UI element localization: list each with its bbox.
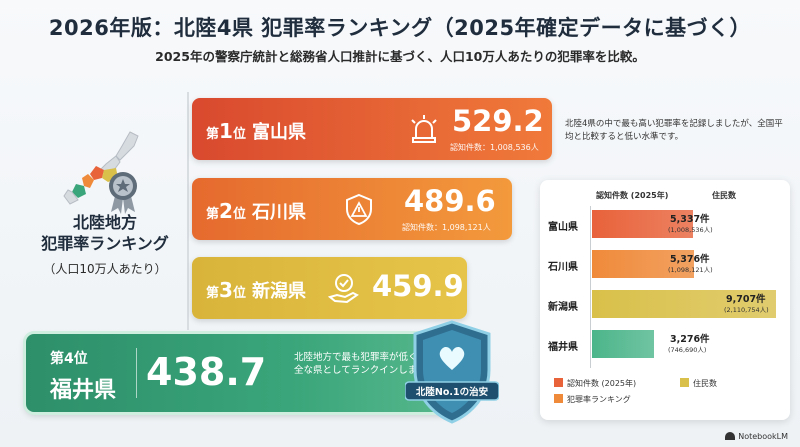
page-title: 2026年版：北陸4県 犯罪率ランキング（2025年確定データに基づく） <box>48 16 752 40</box>
rank-label: 第4位 <box>50 351 88 367</box>
population-value: (1,098,121人) <box>668 266 713 274</box>
recognized-count: 認知件数：1,008,536人 <box>450 143 539 152</box>
chart-header-population: 住民数 <box>712 191 736 200</box>
safety-badge-icon: 北陸No.1の治安 <box>405 320 499 424</box>
crime-rate-value: 489.6 <box>404 184 496 218</box>
count-value: 3,276件 <box>670 334 710 345</box>
hand-check-icon <box>327 274 359 304</box>
rank-label: 第3位 新潟県 <box>206 278 306 302</box>
chart-axis <box>590 206 591 368</box>
side-title: 北陸地方 犯罪率ランキング <box>20 212 190 254</box>
prefecture-name: 福井県 <box>50 378 117 403</box>
card-divider <box>136 348 137 398</box>
crime-rate-value: 529.2 <box>452 104 544 138</box>
rank-bar-3: 第3位 新潟県 459.9 <box>192 257 467 319</box>
hokuriku-map-icon <box>63 131 139 205</box>
legend-swatch <box>554 378 563 387</box>
legend-swatch <box>680 378 689 387</box>
count-bar <box>592 250 694 278</box>
brand-icon <box>725 432 736 440</box>
brand-logo: NotebookLM <box>725 432 788 441</box>
rank-card-4: 第4位 福井県 438.7 北陸地方で最も犯罪率が低く、最も安全な県としてランク… <box>26 334 466 412</box>
rank-label: 第2位 石川県 <box>206 199 306 223</box>
fourth-description: 北陸地方で最も犯罪率が低く、最も安全な県としてランクインしました。 <box>294 352 456 376</box>
legend-item: 犯罪率ランキング <box>554 394 631 405</box>
crime-rate-value: 459.9 <box>372 269 464 303</box>
count-bar <box>592 210 693 238</box>
warning-shield-icon <box>346 193 372 226</box>
row-label: 富山県 <box>548 222 578 233</box>
recognized-count: 認知件数：1,098,121人 <box>402 223 491 232</box>
siren-icon <box>411 115 437 143</box>
prefecture-name: 富山県 <box>251 122 306 143</box>
side-title-line1: 北陸地方 <box>72 213 137 232</box>
count-value: 5,337件 <box>670 214 710 225</box>
divider-line <box>187 92 189 330</box>
row-label: 新潟県 <box>548 302 578 313</box>
row-label: 福井県 <box>548 342 578 353</box>
legend-item: 認知件数 (2025年) <box>554 378 636 389</box>
chart-header-count: 認知件数 (2025年) <box>596 191 669 200</box>
top-rank-note: 北陸4県の中で最も高い犯罪率を記録しましたが、全国平均と比較すると低い水準です。 <box>565 119 783 142</box>
badge-text: 北陸No.1の治安 <box>416 386 489 398</box>
rank-bar-2: 第2位 石川県 489.6 認知件数：1,098,121人 <box>192 178 512 240</box>
count-value: 5,376件 <box>670 254 710 265</box>
population-value: (746,690人) <box>668 346 707 354</box>
count-bar <box>592 330 654 358</box>
page-subtitle: 2025年の警察庁統計と総務省人口推計に基づく、人口10万人あたりの犯罪率を比較… <box>155 49 645 64</box>
population-value: (1,008,536人) <box>668 226 713 234</box>
row-label: 石川県 <box>548 262 578 273</box>
side-note: （人口10万人あたり） <box>43 262 167 276</box>
rank-bar-1: 第1位 富山県 529.2 認知件数：1,008,536人 <box>192 98 552 160</box>
count-bar <box>592 290 776 318</box>
legend-swatch <box>554 394 563 403</box>
population-value: (2,110,754人) <box>724 306 769 314</box>
side-title-line2: 犯罪率ランキング <box>41 234 169 253</box>
prefecture-name: 石川県 <box>251 202 306 223</box>
medal-icon <box>109 172 137 214</box>
legend-item: 住民数 <box>680 378 717 389</box>
rank-label: 第1位 富山県 <box>206 119 306 143</box>
count-chart-panel: 認知件数 (2025年) 住民数 富山県 5,337件 (1,008,536人) 石川… <box>540 180 790 420</box>
crime-rate-value: 438.7 <box>146 350 267 394</box>
prefecture-name: 新潟県 <box>251 281 306 302</box>
count-value: 9,707件 <box>726 294 766 305</box>
